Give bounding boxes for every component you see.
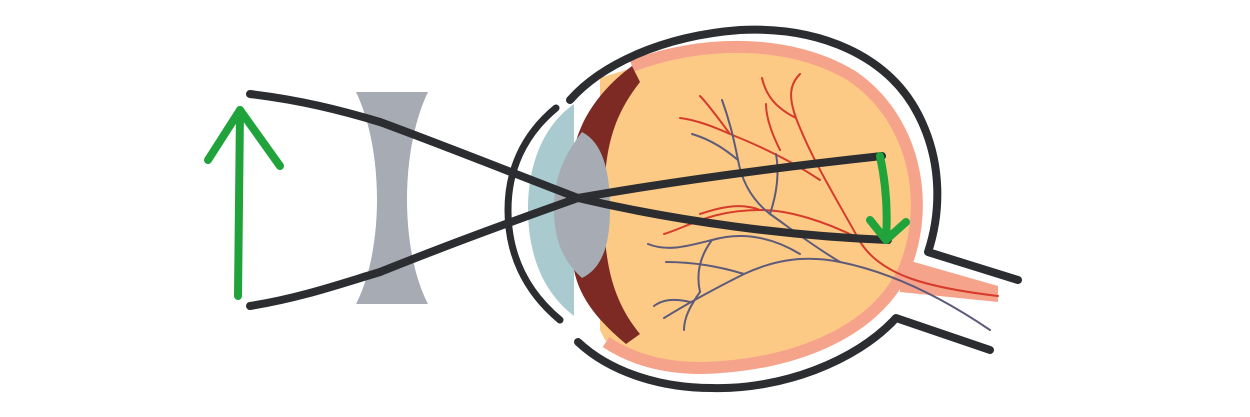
iris-ciliary-body — [574, 66, 640, 344]
ray-top-incident — [246, 90, 384, 126]
ray-bottom-diverged — [376, 152, 886, 276]
sclera-outline — [566, 25, 1022, 284]
vein-2 — [721, 99, 841, 263]
vein-9 — [683, 291, 701, 331]
vein-4 — [665, 261, 745, 275]
image-arrow-shaft — [876, 152, 891, 242]
veins — [647, 99, 991, 331]
vein-3 — [769, 153, 779, 215]
artery-4 — [699, 205, 761, 215]
vitreous-body — [600, 48, 914, 364]
artery-1 — [790, 73, 999, 297]
eye-lens — [554, 132, 610, 278]
image-arrow-head — [866, 216, 910, 244]
vein-1 — [663, 257, 991, 331]
upright-arrow-icon — [204, 106, 284, 300]
vein-7 — [697, 239, 713, 293]
object-arrow-shaft — [234, 106, 244, 300]
concave-lens-icon — [356, 92, 428, 304]
light-rays — [246, 90, 892, 310]
vein-8 — [653, 298, 691, 307]
artery-2 — [761, 77, 797, 119]
ray-bottom-incident — [246, 268, 384, 310]
object-arrow-head — [204, 106, 284, 170]
artery-6 — [699, 95, 731, 135]
vein-6 — [691, 133, 739, 161]
sclera-outline-lower — [574, 314, 994, 393]
retina — [602, 40, 923, 375]
cornea-outline — [504, 104, 564, 324]
artery-7 — [765, 103, 781, 151]
inverted-arrow-icon — [866, 152, 910, 244]
